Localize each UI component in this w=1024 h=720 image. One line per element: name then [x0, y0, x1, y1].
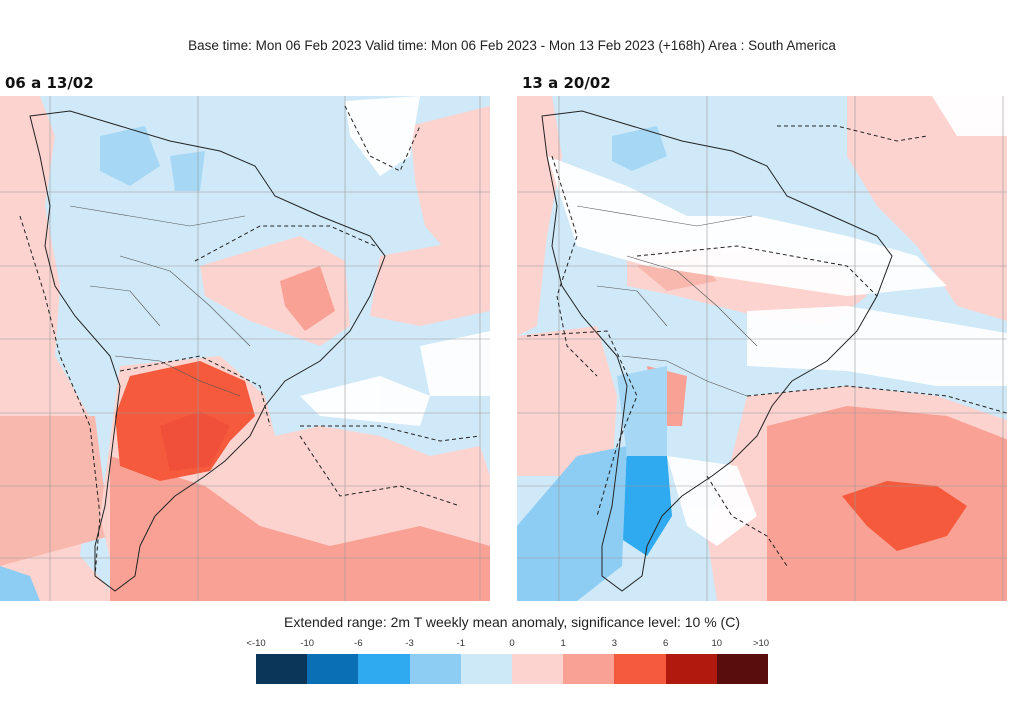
country-borders: [576, 205, 758, 397]
map-header-title: Base time: Mon 06 Feb 2023 Valid time: M…: [188, 38, 836, 53]
colorbar-tick: 0: [509, 638, 515, 649]
colorbar-swatch: [716, 654, 769, 684]
colorbar-tick: -3: [405, 638, 414, 649]
map-panel-left: [0, 96, 490, 601]
colorbar-swatch: [512, 654, 564, 684]
map-panel-right: [517, 96, 1007, 601]
cool-anomaly-regions: [517, 126, 672, 601]
colorbar-swatch: [563, 654, 615, 684]
colorbar-tick: >10: [752, 638, 770, 649]
colorbar-tick: 10: [711, 638, 723, 649]
colorbar-tick: -6: [354, 638, 363, 649]
cool-anomaly-regions: [0, 126, 205, 601]
significance-contours: [19, 105, 481, 577]
colorbar-swatch: [665, 654, 717, 684]
country-borders: [69, 205, 251, 397]
colorbar-caption: Extended range: 2m T weekly mean anomaly…: [283, 614, 740, 630]
colorbar-tick: 1: [560, 638, 566, 649]
colorbar-tick-labels: <-10 -10 -6 -3 -1 0 1 3 6 10 >10: [246, 638, 770, 650]
warm-anomaly-regions: [517, 96, 1007, 601]
neutral-bands: [300, 96, 490, 426]
panel-right-title: 13 a 20/02: [522, 74, 611, 92]
colorbar-tick: 6: [662, 638, 669, 649]
colorbar-tick: <-10: [246, 638, 266, 649]
south-america-coastline: [29, 110, 386, 592]
colorbar-tick: -10: [300, 638, 315, 649]
colorbar-swatch: [256, 654, 308, 684]
colorbar: [256, 654, 769, 684]
colorbar-swatch: [358, 654, 410, 684]
colorbar-swatch: [614, 654, 666, 684]
significance-contours: [526, 125, 1007, 567]
warm-anomaly-regions: [0, 96, 490, 601]
lat-lon-grid: [0, 96, 490, 601]
south-america-coastline: [541, 110, 893, 592]
colorbar-tick: -1: [456, 638, 466, 649]
colorbar-swatch: [460, 654, 513, 684]
colorbar-swatch: [307, 654, 359, 684]
colorbar-tick: 3: [611, 638, 618, 649]
neutral-bands: [547, 96, 1007, 546]
colorbar-swatch: [409, 654, 461, 684]
panel-left-title: 06 a 13/02: [5, 74, 94, 92]
